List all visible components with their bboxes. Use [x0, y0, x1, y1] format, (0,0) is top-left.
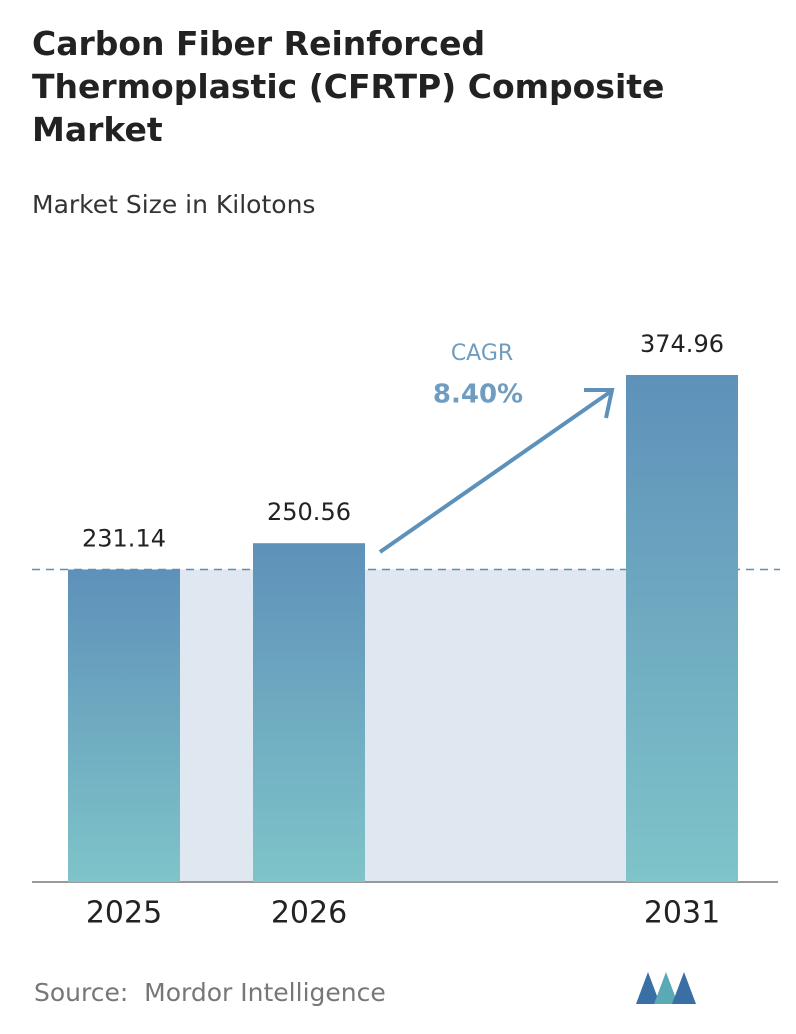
cagr-arrowhead: [584, 388, 615, 419]
cagr-arrow: [378, 390, 612, 554]
value-label: 250.56: [267, 498, 351, 526]
bar: [253, 543, 365, 882]
x-tick-label: 2031: [644, 896, 720, 931]
chart-title: Carbon Fiber Reinforced Thermoplastic (C…: [32, 24, 665, 149]
source: Source: Mordor Intelligence: [34, 978, 386, 1007]
bar: [626, 375, 738, 882]
x-tick-label: 2026: [271, 896, 347, 931]
chart-subtitle: Market Size in Kilotons: [32, 190, 316, 219]
cagr-value: 8.40%: [433, 380, 523, 410]
value-label: 374.96: [640, 330, 724, 358]
cagr-label: CAGR: [451, 341, 513, 366]
logo: [636, 972, 696, 1004]
value-label: 231.14: [82, 524, 166, 552]
bar: [68, 569, 180, 882]
x-tick-label: 2025: [86, 896, 162, 931]
